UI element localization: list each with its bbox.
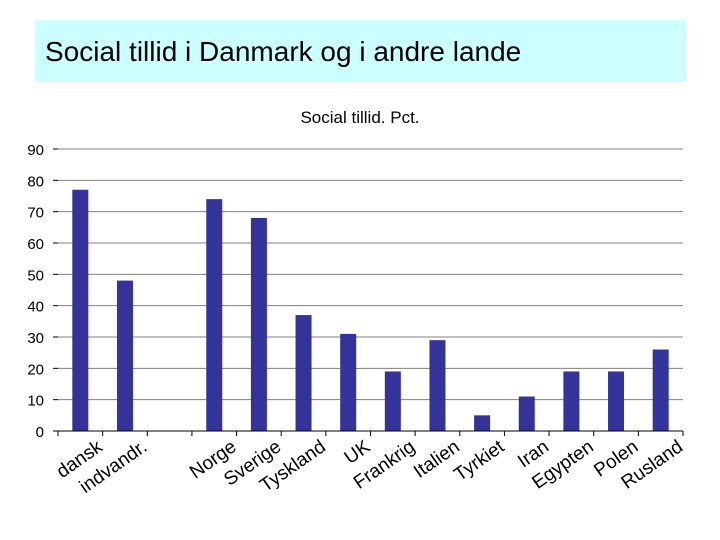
- bar: [474, 415, 491, 431]
- y-tick-label: 60: [27, 236, 44, 253]
- y-tick-label: 80: [27, 173, 44, 190]
- bar: [563, 371, 580, 431]
- y-tick-label: 20: [27, 361, 44, 378]
- bar: [206, 199, 223, 431]
- bars: [72, 189, 669, 431]
- y-tick-label: 40: [27, 299, 44, 316]
- slide-title: Social tillid i Danmark og i andre lande: [45, 36, 522, 67]
- gridlines: [58, 148, 683, 401]
- bar: [340, 333, 357, 431]
- bar: [608, 371, 625, 431]
- y-tick-label: 70: [27, 205, 44, 222]
- bar: [429, 340, 446, 431]
- bar: [652, 349, 669, 431]
- bar: [116, 280, 133, 431]
- x-tick-label: Tyrkiet: [450, 436, 508, 486]
- slide-title-box: Social tillid i Danmark og i andre lande: [35, 20, 685, 82]
- bar: [518, 396, 535, 431]
- bar: [250, 217, 267, 431]
- y-tick-label: 90: [27, 142, 44, 159]
- y-tick-label: 10: [27, 393, 44, 410]
- bar: [72, 189, 89, 431]
- chart-title: Social tillid. Pct.: [300, 108, 420, 127]
- bar: [384, 371, 401, 431]
- y-tick-label: 0: [36, 424, 44, 441]
- bar: [295, 315, 312, 431]
- y-tick-label: 30: [27, 330, 44, 347]
- y-axis-ticks: 0 10 20 30 40 50 60 70 80 90: [27, 142, 58, 441]
- y-tick-label: 50: [27, 267, 44, 284]
